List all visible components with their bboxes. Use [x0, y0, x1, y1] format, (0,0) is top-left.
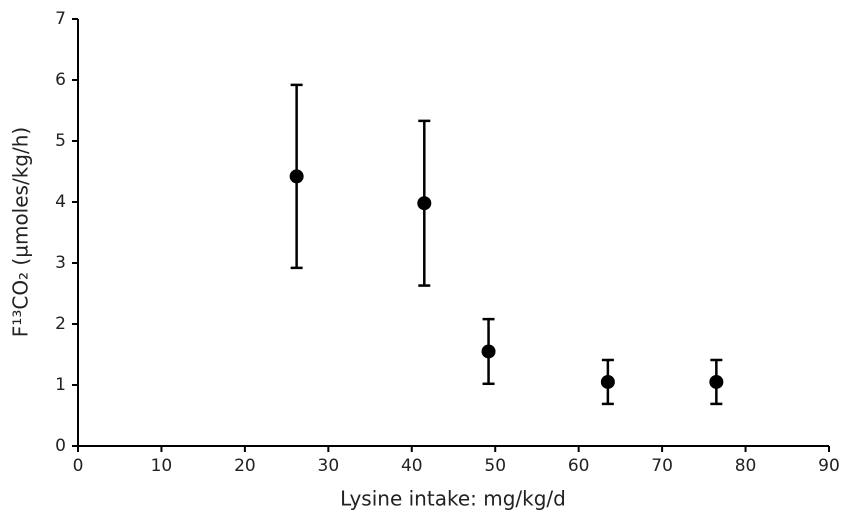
x-tick-label: 60 — [568, 456, 590, 476]
y-tick-label: 0 — [55, 436, 66, 456]
y-tick-label: 1 — [55, 375, 66, 395]
x-tick-label: 80 — [735, 456, 757, 476]
y-axis-title: F¹³CO₂ (µmoles/kg/h) — [9, 127, 33, 337]
y-tick-label: 3 — [55, 253, 66, 273]
y-tick-label: 2 — [55, 314, 66, 334]
data-point — [709, 374, 724, 389]
data-point — [417, 196, 432, 211]
data-point — [289, 169, 304, 184]
y-tick-label: 7 — [55, 9, 66, 29]
x-tick-label: 30 — [318, 456, 340, 476]
y-tick-label: 6 — [55, 70, 66, 90]
x-tick-label: 50 — [484, 456, 506, 476]
x-tick-label: 40 — [401, 456, 423, 476]
data-point — [481, 344, 496, 359]
x-axis-title: Lysine intake: mg/kg/d — [340, 487, 566, 511]
data-point — [600, 374, 615, 389]
y-tick-label: 4 — [55, 192, 66, 212]
x-tick-label: 10 — [151, 456, 173, 476]
x-tick-label: 90 — [818, 456, 840, 476]
x-tick-label: 0 — [73, 456, 84, 476]
y-tick-label: 5 — [55, 131, 66, 151]
x-tick-label: 70 — [651, 456, 673, 476]
x-tick-label: 20 — [234, 456, 256, 476]
